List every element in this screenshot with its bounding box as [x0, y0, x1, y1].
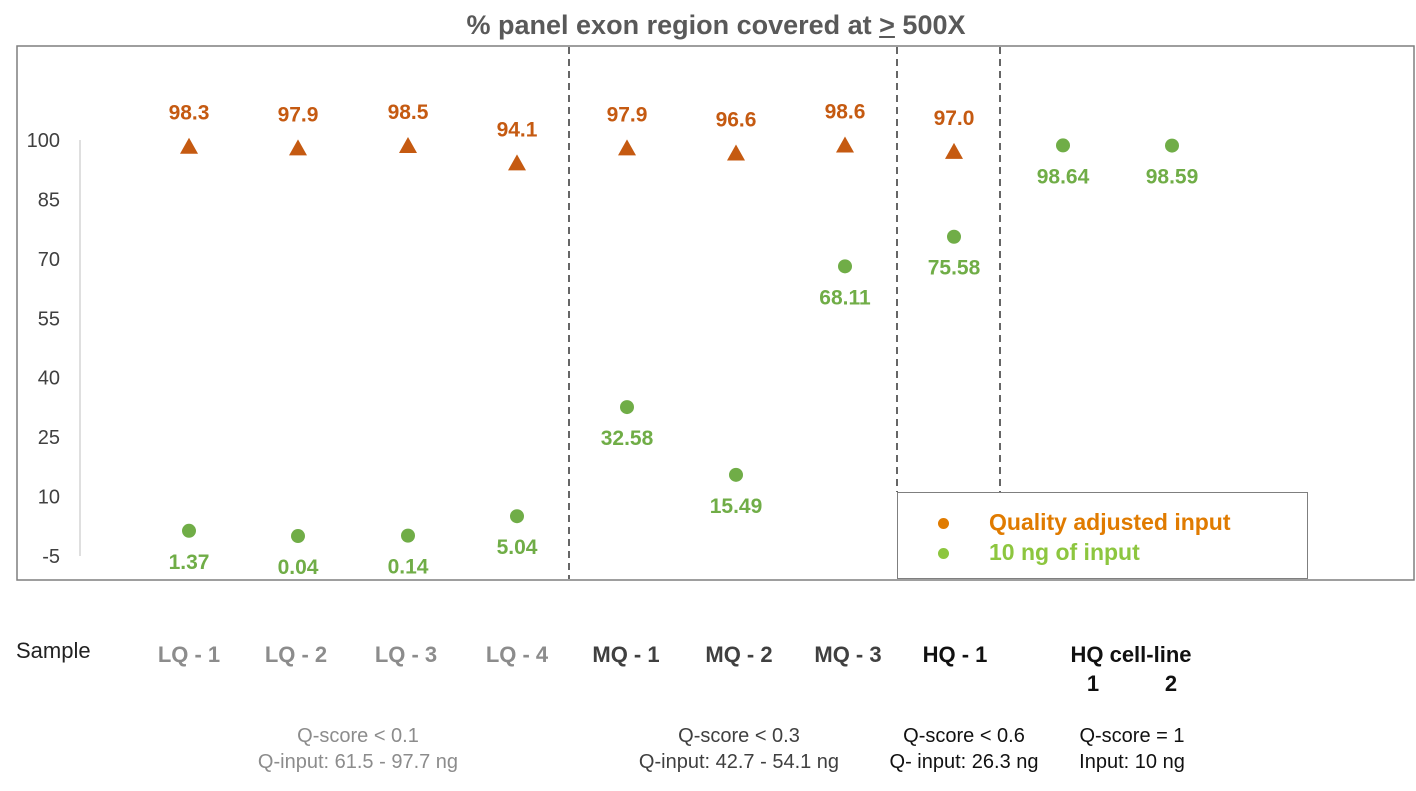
- ten-ng-point: [947, 229, 961, 244]
- legend-label-10ng: 10 ng of input: [989, 539, 1140, 565]
- quality-adjusted-point: [727, 144, 745, 161]
- x-tick-hq-1: HQ - 1: [922, 642, 988, 667]
- chart-title: % panel exon region covered at > 500X: [0, 10, 1416, 41]
- x-tick-mq-2: MQ - 2: [705, 642, 773, 667]
- y-tick-label: -5: [42, 546, 60, 568]
- group-note-cellline-qscore: Q-score = 1: [1079, 725, 1185, 747]
- ten-ng-point: [1056, 138, 1070, 153]
- y-tick-labels: 100 85 70 55 40 25 10 -5: [27, 130, 60, 568]
- legend: Quality adjusted input 10 ng of input: [897, 492, 1308, 579]
- chart-title-prefix: % panel exon region covered at: [466, 10, 880, 40]
- x-tick-lq-2: LQ - 2: [264, 642, 328, 667]
- data-marks: 98.3 97.9 98.5 94.1 97.9 96.6 98.6 97.0 1.37 0.04…: [169, 101, 1199, 579]
- quality-adjusted-data-label: 98.3: [169, 102, 210, 125]
- y-tick-label: 70: [38, 249, 60, 271]
- ten-ng-data-label: 32.58: [601, 427, 654, 450]
- quality-adjusted-point: [399, 136, 417, 153]
- ten-ng-data-label: 1.37: [169, 551, 210, 574]
- ten-ng-data-label: 68.11: [819, 286, 871, 309]
- chart-title-symbol: >: [879, 10, 895, 40]
- y-tick-label: 55: [38, 308, 60, 330]
- group-note-hq: Q-score < 0.6 Q- input: 26.3 ng: [890, 723, 1039, 775]
- quality-adjusted-data-label: 97.9: [278, 103, 319, 126]
- group-note-lq: Q-score < 0.1 Q-input: 61.5 - 97.7 ng: [258, 723, 458, 775]
- legend-marker-10ng: [938, 548, 949, 559]
- x-tick-lq-3: LQ - 3: [374, 642, 438, 667]
- group-note-lq-input: Q-input: 61.5 - 97.7 ng: [257, 751, 459, 773]
- quality-adjusted-point: [508, 154, 526, 171]
- x-tick-lq-1: LQ - 1: [157, 642, 221, 667]
- group-note-hq-qscore: Q-score < 0.6: [903, 725, 1025, 747]
- quality-adjusted-data-label: 98.6: [825, 101, 866, 124]
- ten-ng-point: [401, 528, 415, 543]
- quality-adjusted-data-label: 94.1: [497, 118, 538, 141]
- plot-frame: [16, 45, 1415, 581]
- group-note-lq-qscore: Q-score < 0.1: [297, 725, 419, 747]
- group-note-mq: Q-score < 0.3 Q-input: 42.7 - 54.1 ng: [639, 723, 839, 775]
- quality-adjusted-point: [289, 139, 307, 156]
- quality-adjusted-data-label: 96.6: [716, 108, 757, 131]
- legend-marker-quality-adjusted: [938, 518, 949, 529]
- x-tick-lq-4: LQ - 4: [485, 642, 549, 667]
- x-tick-hq-cellline-2: 2: [1164, 671, 1178, 696]
- ten-ng-point: [620, 400, 634, 415]
- group-note-mq-qscore: Q-score < 0.3: [678, 725, 800, 747]
- ten-ng-data-label: 98.64: [1037, 165, 1090, 188]
- group-note-hq-cellline: Q-score = 1 Input: 10 ng: [1079, 723, 1185, 775]
- group-note-mq-input: Q-input: 42.7 - 54.1 ng: [638, 751, 840, 773]
- ten-ng-point: [291, 529, 305, 544]
- ten-ng-point: [729, 467, 743, 482]
- x-axis-title: Sample: [16, 638, 91, 663]
- ten-ng-point: [510, 509, 524, 524]
- x-tick-mq-3: MQ - 3: [814, 642, 882, 667]
- ten-ng-point: [182, 523, 196, 538]
- quality-adjusted-point: [180, 137, 198, 154]
- y-tick-label: 25: [38, 427, 60, 449]
- ten-ng-data-label: 0.14: [388, 556, 429, 579]
- group-note-hq-input: Q- input: 26.3 ng: [889, 751, 1039, 773]
- quality-adjusted-data-label: 98.5: [388, 101, 429, 124]
- ten-ng-point: [838, 259, 852, 274]
- x-tick-hq-cellline: HQ cell-line: [1070, 642, 1192, 667]
- y-tick-label: 40: [38, 368, 60, 390]
- quality-adjusted-point: [618, 139, 636, 156]
- ten-ng-point: [1165, 138, 1179, 153]
- ten-ng-data-label: 98.59: [1146, 166, 1199, 189]
- y-tick-label: 85: [38, 189, 60, 211]
- y-tick-label: 10: [38, 487, 60, 509]
- ten-ng-data-label: 15.49: [710, 495, 763, 518]
- quality-adjusted-point: [945, 142, 963, 159]
- ten-ng-data-label: 5.04: [497, 536, 538, 559]
- quality-adjusted-data-label: 97.0: [934, 107, 975, 130]
- quality-adjusted-data-label: 97.9: [607, 103, 648, 126]
- ten-ng-data-label: 0.04: [278, 556, 319, 579]
- y-tick-label: 100: [27, 130, 60, 152]
- x-tick-hq-cellline-1: 1: [1086, 671, 1100, 696]
- ten-ng-data-label: 75.58: [928, 257, 981, 280]
- chart-title-suffix: 500X: [894, 10, 966, 40]
- quality-adjusted-point: [836, 136, 854, 153]
- x-tick-mq-1: MQ - 1: [592, 642, 660, 667]
- group-note-cellline-input: Input: 10 ng: [1079, 751, 1185, 773]
- legend-label-quality-adjusted: Quality adjusted input: [989, 509, 1231, 535]
